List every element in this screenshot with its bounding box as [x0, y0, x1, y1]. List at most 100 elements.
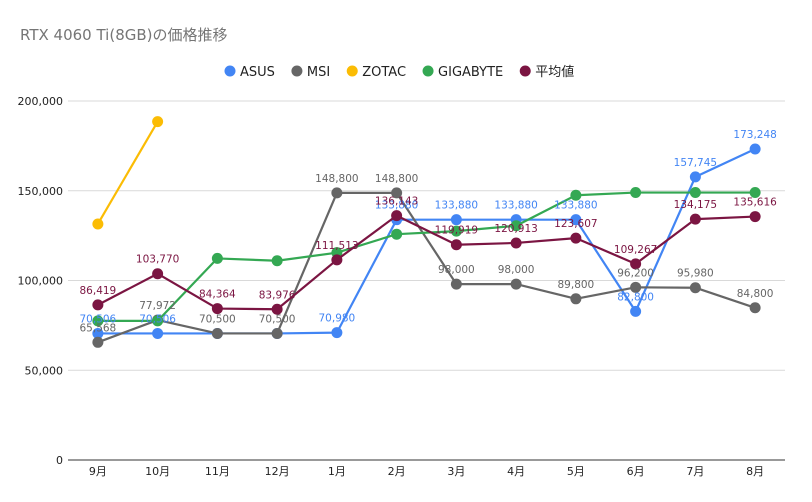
data-label: 70,506 — [139, 313, 176, 325]
data-point — [689, 187, 701, 199]
x-tick-label: 10月 — [145, 465, 170, 478]
data-point — [331, 187, 343, 199]
legend-marker — [291, 65, 303, 77]
data-point — [630, 258, 642, 270]
data-point — [391, 210, 403, 222]
data-point — [152, 327, 164, 339]
data-point — [510, 220, 522, 232]
x-tick-label: 12月 — [265, 465, 290, 478]
data-point — [630, 305, 642, 317]
gridlines — [68, 100, 785, 461]
series-line — [97, 191, 756, 322]
data-point — [570, 232, 582, 244]
data-label: 77,972 — [139, 300, 176, 312]
legend: ASUS MSI ZOTAC GIGABYTE 平均値 — [224, 64, 574, 80]
x-tick-label: 7月 — [686, 465, 704, 478]
data-label: 173,248 — [733, 129, 776, 141]
data-label: 98,000 — [438, 264, 475, 276]
series-ZOTAC — [92, 116, 164, 230]
data-point — [570, 293, 582, 305]
series-ASUS — [92, 143, 761, 339]
series-平均値 — [92, 210, 761, 315]
data-point — [510, 278, 522, 290]
data-point — [92, 299, 104, 311]
legend-label: MSI — [307, 65, 330, 80]
data-point — [749, 143, 761, 155]
legend-marker — [422, 65, 434, 77]
data-point — [450, 214, 462, 226]
data-label: 119,919 — [435, 225, 478, 237]
series-line — [96, 121, 159, 225]
data-point — [570, 214, 582, 226]
data-point — [749, 211, 761, 223]
y-axis: 0 50,000 100,000 150,000 200,000 — [18, 95, 64, 467]
data-label: 65,568 — [80, 322, 117, 334]
series-line — [97, 191, 756, 344]
x-tick-label: 1月 — [328, 465, 346, 478]
legend-label: GIGABYTE — [438, 65, 503, 80]
legend-marker — [346, 65, 358, 77]
data-label: 133,880 — [494, 200, 537, 212]
data-point — [450, 239, 462, 251]
data-label: 70,506 — [80, 313, 117, 325]
y-tick-label: 0 — [56, 454, 63, 467]
data-label: 133,880 — [554, 200, 597, 212]
data-point — [510, 237, 522, 249]
data-label: 89,800 — [558, 279, 595, 291]
data-point — [689, 171, 701, 183]
legend-marker — [224, 65, 236, 77]
data-label: 96,200 — [617, 267, 654, 279]
data-point — [92, 327, 104, 339]
data-point — [152, 315, 164, 327]
x-tick-label: 2月 — [388, 465, 406, 478]
x-tick-label: 3月 — [447, 465, 465, 478]
data-point — [331, 327, 343, 339]
legend-label: 平均値 — [535, 64, 574, 80]
data-label: 111,513 — [315, 240, 358, 252]
data-point — [450, 278, 462, 290]
y-tick-label: 100,000 — [18, 275, 64, 288]
data-label: 86,419 — [80, 285, 117, 297]
x-tick-label: 11月 — [205, 465, 230, 478]
series-MSI — [92, 187, 761, 348]
y-tick-label: 50,000 — [25, 364, 64, 377]
data-label: 133,880 — [435, 200, 478, 212]
legend-marker — [519, 65, 531, 77]
data-label: 157,745 — [674, 157, 717, 169]
y-tick-label: 150,000 — [18, 185, 64, 198]
data-label: 120,913 — [494, 223, 537, 235]
data-point — [630, 187, 642, 199]
data-label: 134,175 — [674, 199, 717, 211]
data-label: 84,364 — [199, 289, 236, 301]
x-tick-label: 4月 — [507, 465, 525, 478]
data-label: 84,800 — [737, 288, 774, 300]
data-point — [331, 254, 343, 266]
legend-label: ZOTAC — [362, 65, 406, 80]
data-label: 123,607 — [554, 218, 597, 230]
data-point — [271, 255, 283, 267]
data-point — [689, 282, 701, 294]
data-label: 103,770 — [136, 254, 179, 266]
data-point — [570, 189, 582, 201]
legend-label: ASUS — [240, 65, 275, 80]
x-tick-label: 6月 — [627, 465, 645, 478]
data-label: 133,880 — [375, 200, 418, 212]
data-point — [450, 225, 462, 237]
data-label: 82,800 — [617, 291, 654, 303]
data-point — [211, 303, 223, 315]
data-label: 70,980 — [319, 313, 356, 325]
data-point — [271, 303, 283, 315]
series-line — [97, 148, 756, 335]
data-point — [152, 116, 164, 128]
data-point — [630, 281, 642, 293]
x-tick-label: 9月 — [89, 465, 107, 478]
chart-title: RTX 4060 Ti(8GB)の価格推移 — [20, 26, 228, 44]
data-point — [152, 268, 164, 280]
data-labels: 70,506 70,506 70,980 133,880 133,880 133,880 1… — [80, 129, 778, 334]
data-point — [92, 336, 104, 348]
data-label: 148,800 — [375, 173, 418, 185]
data-label: 70,500 — [259, 313, 296, 325]
data-point — [92, 315, 104, 327]
x-axis: 9月 10月 11月 12月 1月 2月 3月 4月 5月 6月 7月 8月 — [89, 465, 764, 478]
